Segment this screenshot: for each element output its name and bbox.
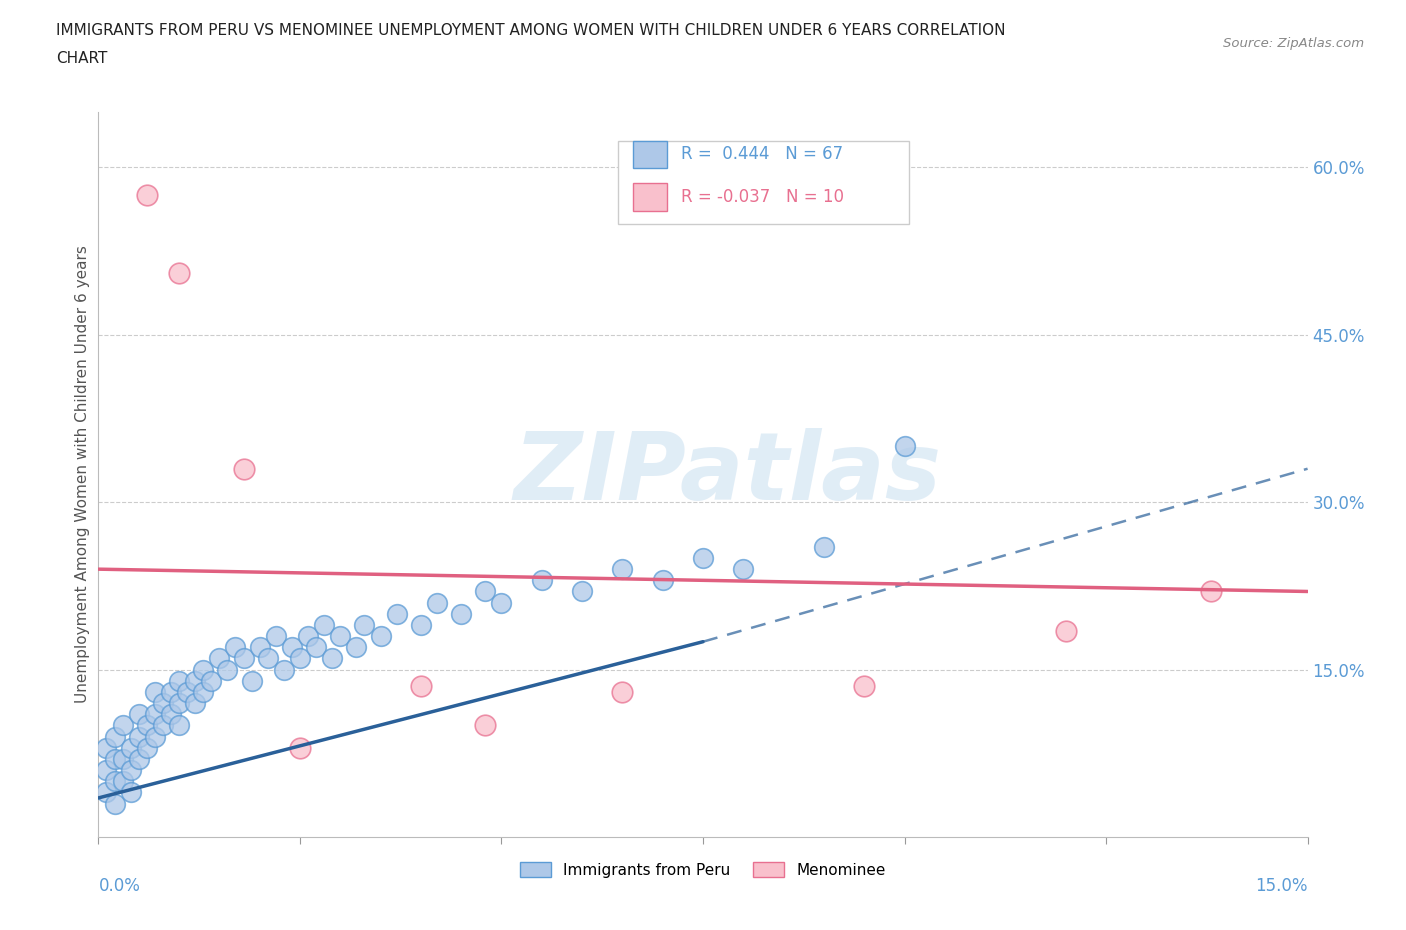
Point [111, 774, 134, 789]
FancyBboxPatch shape [619, 140, 908, 224]
Point [344, 640, 367, 655]
Point [128, 707, 150, 722]
Point [733, 562, 755, 577]
Point [571, 584, 593, 599]
Point [208, 651, 231, 666]
Point [256, 651, 278, 666]
Point [288, 651, 311, 666]
Point [143, 684, 166, 699]
Text: 15.0%: 15.0% [1256, 877, 1308, 895]
Text: Source: ZipAtlas.com: Source: ZipAtlas.com [1223, 37, 1364, 50]
Point [120, 785, 142, 800]
Point [167, 718, 190, 733]
Point [103, 774, 125, 789]
Point [612, 684, 634, 699]
Point [103, 729, 125, 744]
Point [651, 573, 673, 588]
Legend: Immigrants from Peru, Menominee: Immigrants from Peru, Menominee [515, 856, 891, 884]
Point [160, 707, 183, 722]
Point [217, 662, 239, 677]
Point [143, 707, 166, 722]
Point [353, 618, 375, 632]
Bar [633, 183, 666, 211]
Point [111, 718, 134, 733]
Point [200, 673, 222, 688]
Point [143, 729, 166, 744]
Point [249, 640, 271, 655]
Point [450, 606, 472, 621]
Point [160, 684, 183, 699]
Point [530, 573, 553, 588]
Point [103, 751, 125, 766]
Point [152, 696, 174, 711]
Text: 0.0%: 0.0% [98, 877, 141, 895]
Bar [633, 140, 666, 168]
Point [96, 740, 118, 755]
Point [184, 696, 207, 711]
Point [135, 718, 157, 733]
Text: IMMIGRANTS FROM PERU VS MENOMINEE UNEMPLOYMENT AMONG WOMEN WITH CHILDREN UNDER 6: IMMIGRANTS FROM PERU VS MENOMINEE UNEMPL… [56, 23, 1005, 38]
Point [96, 763, 118, 777]
Point [1199, 584, 1222, 599]
Point [409, 618, 432, 632]
Point [193, 662, 215, 677]
Text: R = -0.037   N = 10: R = -0.037 N = 10 [682, 188, 844, 206]
Point [184, 673, 207, 688]
Point [314, 618, 336, 632]
Point [120, 740, 142, 755]
Point [305, 640, 328, 655]
Point [612, 562, 634, 577]
Y-axis label: Unemployment Among Women with Children Under 6 years: Unemployment Among Women with Children U… [75, 246, 90, 703]
Point [240, 673, 263, 688]
Point [167, 696, 190, 711]
Point [474, 584, 496, 599]
Text: ZIPatlas: ZIPatlas [513, 429, 941, 520]
Point [321, 651, 343, 666]
Point [1054, 623, 1077, 638]
Point [692, 551, 714, 565]
Point [426, 595, 449, 610]
Point [224, 640, 246, 655]
Text: R =  0.444   N = 67: R = 0.444 N = 67 [682, 145, 844, 164]
Point [474, 718, 496, 733]
Point [329, 629, 352, 644]
Point [152, 718, 174, 733]
Point [103, 796, 125, 811]
Point [281, 640, 304, 655]
Point [273, 662, 295, 677]
Point [128, 729, 150, 744]
Point [128, 751, 150, 766]
Point [232, 651, 254, 666]
Point [853, 679, 876, 694]
Point [135, 188, 157, 203]
Point [176, 684, 198, 699]
Point [135, 740, 157, 755]
Point [232, 461, 254, 476]
Point [120, 763, 142, 777]
Point [385, 606, 408, 621]
Point [111, 751, 134, 766]
Point [167, 673, 190, 688]
Point [370, 629, 392, 644]
Point [96, 785, 118, 800]
Point [893, 439, 915, 454]
Point [297, 629, 319, 644]
Point [409, 679, 432, 694]
Point [813, 539, 835, 554]
Point [193, 684, 215, 699]
Point [167, 266, 190, 281]
Text: CHART: CHART [56, 51, 108, 66]
Point [491, 595, 513, 610]
Point [264, 629, 287, 644]
Point [288, 740, 311, 755]
